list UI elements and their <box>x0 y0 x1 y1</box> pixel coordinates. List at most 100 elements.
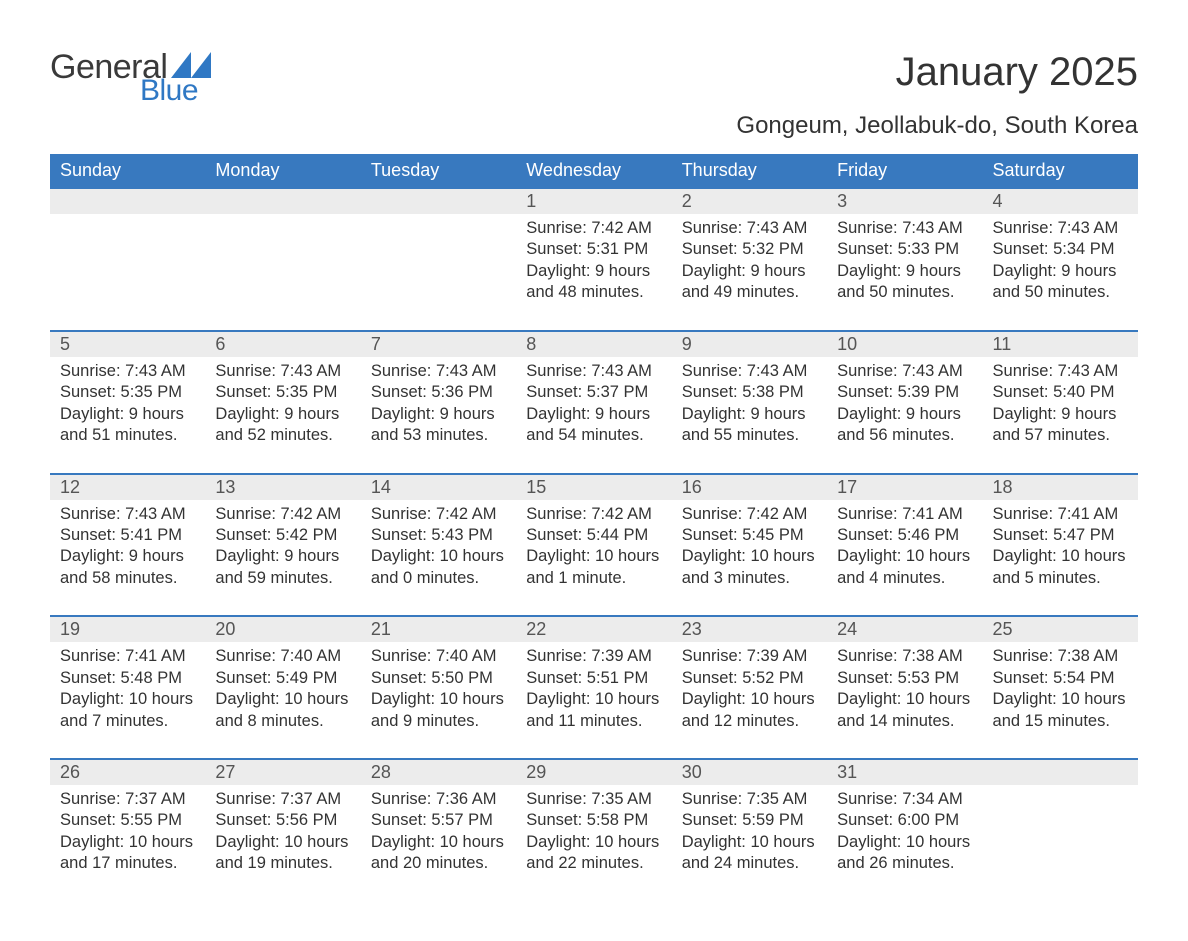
sunrise-text: Sunrise: 7:43 AM <box>682 218 817 239</box>
day-detail-cell: Sunrise: 7:34 AMSunset: 6:00 PMDaylight:… <box>827 785 982 901</box>
day-detail-row: Sunrise: 7:37 AMSunset: 5:55 PMDaylight:… <box>50 785 1138 901</box>
sunrise-text: Sunrise: 7:43 AM <box>526 361 661 382</box>
daylight-text: and 49 minutes. <box>682 282 817 303</box>
sunrise-text: Sunrise: 7:42 AM <box>682 504 817 525</box>
day-detail-cell: Sunrise: 7:41 AMSunset: 5:48 PMDaylight:… <box>50 642 205 759</box>
daylight-text: Daylight: 10 hours <box>526 689 661 710</box>
sunrise-text: Sunrise: 7:41 AM <box>837 504 972 525</box>
sunrise-text: Sunrise: 7:40 AM <box>371 646 506 667</box>
daylight-text: and 51 minutes. <box>60 425 195 446</box>
day-detail-cell: Sunrise: 7:43 AMSunset: 5:38 PMDaylight:… <box>672 357 827 474</box>
daylight-text: Daylight: 9 hours <box>215 404 350 425</box>
day-detail-cell <box>983 785 1138 901</box>
day-number-cell: 5 <box>50 331 205 357</box>
daylight-text: Daylight: 9 hours <box>837 261 972 282</box>
daylight-text: Daylight: 9 hours <box>526 261 661 282</box>
sunrise-text: Sunrise: 7:41 AM <box>60 646 195 667</box>
column-header: Saturday <box>983 154 1138 188</box>
sunrise-text: Sunrise: 7:42 AM <box>215 504 350 525</box>
daylight-text: and 53 minutes. <box>371 425 506 446</box>
daylight-text: and 3 minutes. <box>682 568 817 589</box>
column-header: Sunday <box>50 154 205 188</box>
daylight-text: and 54 minutes. <box>526 425 661 446</box>
column-header: Friday <box>827 154 982 188</box>
sunset-text: Sunset: 5:39 PM <box>837 382 972 403</box>
sunset-text: Sunset: 5:45 PM <box>682 525 817 546</box>
daylight-text: Daylight: 10 hours <box>215 832 350 853</box>
daylight-text: Daylight: 10 hours <box>993 689 1128 710</box>
sunset-text: Sunset: 5:57 PM <box>371 810 506 831</box>
sunrise-text: Sunrise: 7:43 AM <box>682 361 817 382</box>
day-number-cell: 26 <box>50 759 205 785</box>
day-detail-cell <box>361 214 516 331</box>
location-subtitle: Gongeum, Jeollabuk-do, South Korea <box>50 112 1138 140</box>
day-detail-row: Sunrise: 7:43 AMSunset: 5:41 PM Daylight:… <box>50 500 1138 617</box>
sunset-text: Sunset: 5:42 PM <box>215 525 350 546</box>
daylight-text: Daylight: 10 hours <box>60 689 195 710</box>
day-detail-cell: Sunrise: 7:43 AMSunset: 5:37 PMDaylight:… <box>516 357 671 474</box>
daylight-text: Daylight: 9 hours <box>371 404 506 425</box>
sunset-text: Sunset: 5:41 PM <box>60 525 195 546</box>
daylight-text: and 58 minutes. <box>60 568 195 589</box>
daylight-text: Daylight: 9 hours <box>60 404 195 425</box>
daylight-text: Daylight: 9 hours <box>993 261 1128 282</box>
daylight-text: Daylight: 9 hours <box>215 546 350 567</box>
day-number-cell: 12 <box>50 474 205 500</box>
calendar-body: 1234 Sunrise: 7:42 AMSunset: 5:31 PMDayl… <box>50 188 1138 901</box>
daylight-text: and 20 minutes. <box>371 853 506 874</box>
sunrise-text: Sunrise: 7:37 AM <box>215 789 350 810</box>
calendar-table: SundayMondayTuesdayWednesdayThursdayFrid… <box>50 154 1138 901</box>
daylight-text: and 9 minutes. <box>371 711 506 732</box>
daylight-text: Daylight: 10 hours <box>526 546 661 567</box>
logo-text-blue: Blue <box>140 76 198 106</box>
sunset-text: Sunset: 5:36 PM <box>371 382 506 403</box>
sunset-text: Sunset: 5:44 PM <box>526 525 661 546</box>
sunset-text: Sunset: 5:32 PM <box>682 239 817 260</box>
sunrise-text: Sunrise: 7:38 AM <box>993 646 1128 667</box>
page: General Blue January 2025 Gongeum, Jeoll… <box>0 0 1188 941</box>
daylight-text: and 26 minutes. <box>837 853 972 874</box>
daylight-text: and 7 minutes. <box>60 711 195 732</box>
day-detail-cell: Sunrise: 7:36 AMSunset: 5:57 PMDaylight:… <box>361 785 516 901</box>
day-number-cell <box>50 188 205 214</box>
sunrise-text: Sunrise: 7:43 AM <box>60 504 195 525</box>
day-number-cell <box>205 188 360 214</box>
day-detail-cell: Sunrise: 7:40 AMSunset: 5:50 PMDaylight:… <box>361 642 516 759</box>
day-number-row: 12131415161718 <box>50 474 1138 500</box>
day-detail-cell: Sunrise: 7:37 AMSunset: 5:56 PMDaylight:… <box>205 785 360 901</box>
day-detail-cell: Sunrise: 7:43 AMSunset: 5:35 PMDaylight:… <box>50 357 205 474</box>
sunrise-text: Sunrise: 7:35 AM <box>682 789 817 810</box>
daylight-text: and 59 minutes. <box>215 568 350 589</box>
day-number-cell: 21 <box>361 616 516 642</box>
day-number-cell: 4 <box>983 188 1138 214</box>
daylight-text: Daylight: 9 hours <box>526 404 661 425</box>
sunset-text: Sunset: 5:38 PM <box>682 382 817 403</box>
day-number-cell: 6 <box>205 331 360 357</box>
day-number-cell: 23 <box>672 616 827 642</box>
column-header: Tuesday <box>361 154 516 188</box>
calendar-header: SundayMondayTuesdayWednesdayThursdayFrid… <box>50 154 1138 188</box>
day-number-cell <box>983 759 1138 785</box>
day-number-cell: 10 <box>827 331 982 357</box>
header-row: General Blue January 2025 <box>50 50 1138 106</box>
day-detail-cell: Sunrise: 7:43 AMSunset: 5:40 PMDaylight:… <box>983 357 1138 474</box>
daylight-text: Daylight: 10 hours <box>837 546 972 567</box>
sunset-text: Sunset: 5:54 PM <box>993 668 1128 689</box>
sunset-text: Sunset: 5:35 PM <box>60 382 195 403</box>
day-number-row: 19202122232425 <box>50 616 1138 642</box>
day-detail-cell: Sunrise: 7:41 AMSunset: 5:46 PMDaylight:… <box>827 500 982 617</box>
day-detail-cell <box>50 214 205 331</box>
daylight-text: and 4 minutes. <box>837 568 972 589</box>
sunset-text: Sunset: 5:53 PM <box>837 668 972 689</box>
day-number-cell: 27 <box>205 759 360 785</box>
daylight-text: Daylight: 10 hours <box>837 832 972 853</box>
daylight-text: and 55 minutes. <box>682 425 817 446</box>
sunset-text: Sunset: 5:51 PM <box>526 668 661 689</box>
daylight-text: and 0 minutes. <box>371 568 506 589</box>
day-detail-cell: Sunrise: 7:42 AMSunset: 5:45 PMDaylight:… <box>672 500 827 617</box>
daylight-text: and 57 minutes. <box>993 425 1128 446</box>
day-detail-cell: Sunrise: 7:43 AMSunset: 5:35 PMDaylight:… <box>205 357 360 474</box>
sunset-text: Sunset: 5:34 PM <box>993 239 1128 260</box>
day-detail-cell: Sunrise: 7:35 AMSunset: 5:59 PMDaylight:… <box>672 785 827 901</box>
day-detail-row: Sunrise: 7:42 AMSunset: 5:31 PMDaylight:… <box>50 214 1138 331</box>
